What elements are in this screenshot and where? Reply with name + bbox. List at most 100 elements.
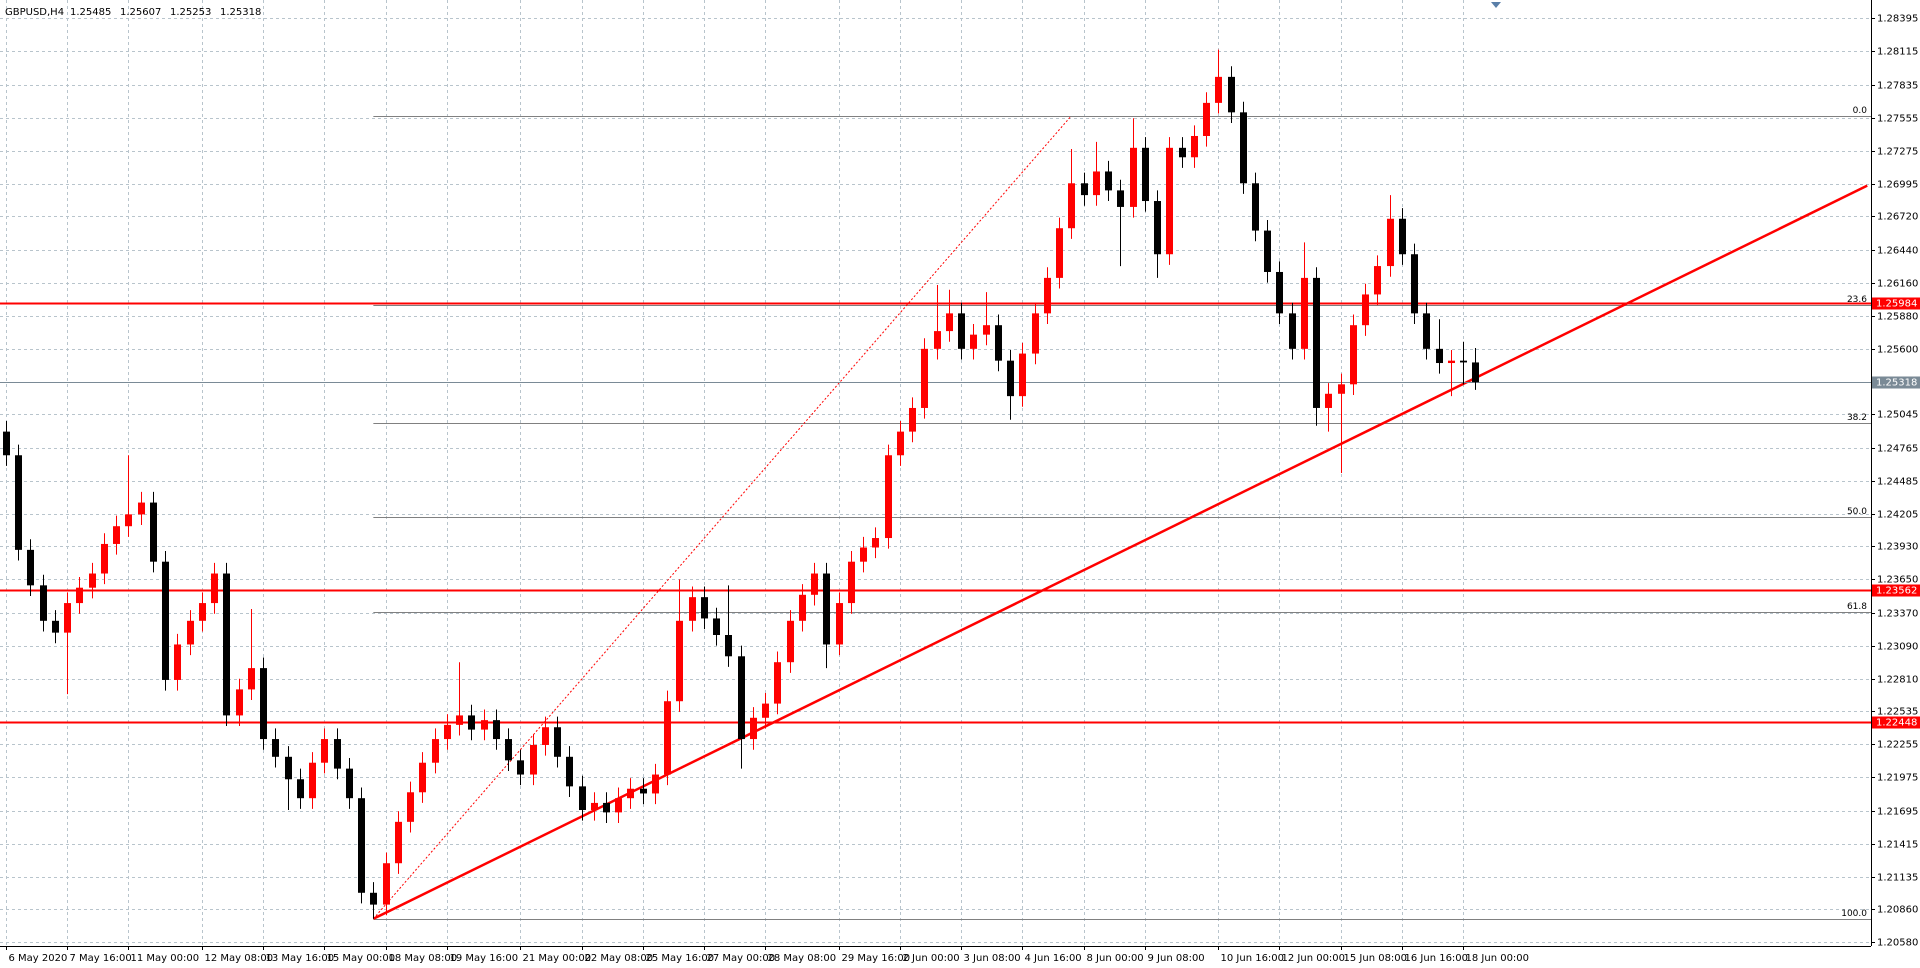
- candle-body: [579, 786, 586, 811]
- level-price-label: 1.23562: [1876, 586, 1917, 597]
- candle-body: [640, 788, 647, 794]
- candle-body: [566, 756, 573, 787]
- candle-body: [383, 863, 390, 905]
- fib-anchor-line: [372, 115, 1072, 920]
- candle-body: [1130, 147, 1137, 207]
- header-open: 1.25485: [70, 7, 111, 18]
- level-price-label: 1.22448: [1876, 718, 1917, 729]
- fib-label: 61.8: [1847, 602, 1867, 612]
- y-tick-label: 1.23650: [1877, 575, 1918, 586]
- candle-body: [995, 325, 1002, 361]
- level-price-box: [1872, 584, 1920, 597]
- candle-body: [725, 635, 732, 657]
- candle-body: [101, 543, 108, 574]
- x-tick-label: 25 May 16:00: [646, 953, 715, 964]
- candle-body: [89, 573, 96, 588]
- candle-body: [468, 715, 475, 730]
- candle-body: [1007, 360, 1014, 397]
- candle-body: [3, 431, 10, 456]
- candle-body: [1289, 313, 1296, 349]
- candle-body: [676, 620, 683, 702]
- candle-body: [983, 325, 990, 335]
- candle-body: [15, 455, 22, 550]
- candle-body: [1019, 353, 1026, 397]
- x-tick-label: 18 May 08:00: [389, 953, 458, 964]
- candle-body: [799, 594, 806, 621]
- candle-body: [627, 788, 634, 799]
- grid: [0, 0, 1871, 946]
- header-close: 1.25318: [220, 7, 261, 18]
- candle-body: [174, 644, 181, 680]
- candle-body: [1252, 183, 1259, 231]
- fib-label: 23.6: [1847, 295, 1867, 305]
- candle-body: [285, 756, 292, 780]
- candle-body: [517, 760, 524, 775]
- candle-body: [1411, 254, 1418, 314]
- y-tick-label: 1.26720: [1877, 212, 1918, 223]
- candle-body: [1081, 183, 1088, 196]
- chart-header: GBPUSD,H4 1.25485 1.25607 1.25253 1.2531…: [5, 7, 261, 18]
- x-tick-label: 29 May 16:00: [842, 953, 911, 964]
- candle-body: [444, 724, 451, 740]
- x-tick-label: 18 Jun 00:00: [1466, 953, 1530, 964]
- y-tick-label: 1.26995: [1877, 180, 1918, 191]
- y-tick-label: 1.21975: [1877, 773, 1918, 784]
- y-tick-label: 1.27555: [1877, 114, 1918, 125]
- candle-body: [615, 798, 622, 813]
- candle-body: [1301, 277, 1308, 349]
- x-tick-label: 8 Jun 00:00: [1087, 953, 1144, 964]
- candle-body: [138, 502, 145, 515]
- candle-body: [199, 603, 206, 621]
- candle-body: [1460, 360, 1467, 363]
- y-tick-label: 1.28395: [1877, 14, 1918, 25]
- candle-body: [1387, 218, 1394, 267]
- x-tick-label: 15 Jun 08:00: [1344, 953, 1408, 964]
- candle-body: [1093, 171, 1100, 196]
- candle-body: [591, 802, 598, 811]
- x-tick-label: 10 Jun 16:00: [1221, 953, 1285, 964]
- candle-body: [1166, 147, 1173, 255]
- candle-body: [1228, 76, 1235, 113]
- fib-label: 50.0: [1847, 507, 1867, 517]
- candle-body: [456, 715, 463, 725]
- x-tick-label: 28 May 08:00: [768, 953, 837, 964]
- x-tick-label: 13 May 16:00: [266, 953, 335, 964]
- candle-body: [738, 656, 745, 740]
- candle-body: [1044, 277, 1051, 314]
- candle-body: [689, 597, 696, 621]
- y-tick-label: 1.25880: [1877, 312, 1918, 323]
- x-tick-label: 19 May 16:00: [450, 953, 519, 964]
- x-tick-label: 12 May 08:00: [205, 953, 274, 964]
- y-tick-label: 1.26440: [1877, 246, 1918, 257]
- candle-body: [1325, 393, 1332, 408]
- candle-body: [1203, 102, 1210, 136]
- candle-body: [664, 701, 671, 775]
- symbol: GBPUSD,H4: [5, 7, 64, 18]
- candle-body: [823, 573, 830, 645]
- y-tick-label: 1.24205: [1877, 510, 1918, 521]
- candle-body: [1374, 266, 1381, 295]
- candle-body: [260, 668, 267, 740]
- candle-body: [542, 727, 549, 745]
- y-tick-label: 1.24485: [1877, 477, 1918, 488]
- y-tick-label: 1.21415: [1877, 840, 1918, 851]
- candle-body: [1154, 201, 1161, 255]
- x-tick-label: 11 May 00:00: [131, 953, 200, 964]
- current-price-label: 1.25318: [1876, 378, 1917, 389]
- y-tick-label: 1.26160: [1877, 279, 1918, 290]
- y-tick-label: 1.22810: [1877, 675, 1918, 686]
- x-tick-label: 9 Jun 08:00: [1148, 953, 1205, 964]
- trendline: [372, 184, 1868, 920]
- y-tick-label: 1.27275: [1877, 147, 1918, 158]
- candle-body: [530, 744, 537, 775]
- candle-body: [970, 334, 977, 349]
- y-tick-label: 1.22255: [1877, 740, 1918, 751]
- candle-body: [1264, 230, 1271, 272]
- x-tick-label: 6 May 2020: [9, 953, 68, 964]
- candle-body: [713, 618, 720, 636]
- candle-body: [787, 620, 794, 663]
- scroll-marker: [1491, 2, 1501, 8]
- candle-body: [872, 538, 879, 548]
- candle-body: [946, 313, 953, 332]
- candle-body: [162, 561, 169, 680]
